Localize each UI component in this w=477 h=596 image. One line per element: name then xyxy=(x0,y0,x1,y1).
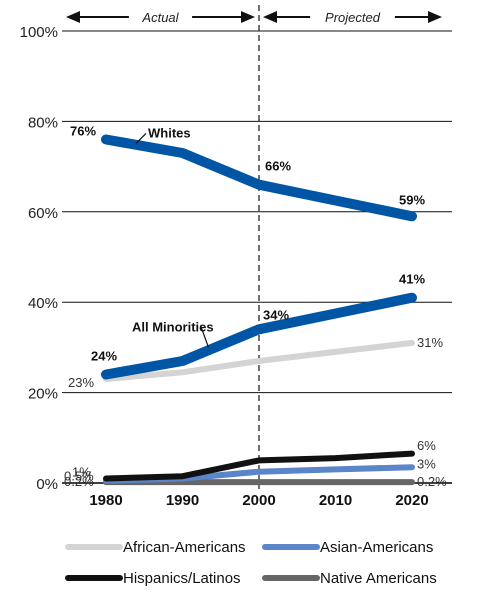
y-axis-ticks: 0% 20% 40% 60% 80% 100% xyxy=(20,24,58,493)
legend-label-native: Native Americans xyxy=(320,570,437,587)
data-label-minorities-all-minorities: All Minorities xyxy=(132,319,214,334)
arrowhead-right-icon xyxy=(428,11,442,23)
series-line-african xyxy=(103,339,415,382)
data-label-minorities-34: 34% xyxy=(263,307,289,322)
data-label-minorities-41: 41% xyxy=(399,272,425,287)
data-label-asian-3: 3% xyxy=(417,456,436,471)
data-label-whites-76: 76% xyxy=(70,123,96,138)
legend-label-hispanic: Hispanics/Latinos xyxy=(123,570,241,587)
y-tick-80: 80% xyxy=(28,114,58,131)
y-tick-100: 100% xyxy=(20,24,58,41)
x-tick-2020: 2020 xyxy=(395,492,428,509)
y-tick-40: 40% xyxy=(28,295,58,312)
legend-item-native: Native Americans xyxy=(262,570,437,587)
region-label-projected: Projected xyxy=(325,10,381,25)
data-label-whites-59: 59% xyxy=(399,192,425,207)
series-line-minorities xyxy=(101,292,417,380)
x-tick-2010: 2010 xyxy=(319,492,352,509)
legend-item-asian: Asian-Americans xyxy=(262,539,433,556)
series-lines xyxy=(101,134,417,486)
x-tick-2000: 2000 xyxy=(242,492,275,509)
data-labels: 76% Whites 66% 59% All Minorities 24% 34% 41% 23… xyxy=(64,123,447,489)
y-tick-60: 60% xyxy=(28,205,58,222)
region-label-actual: Actual xyxy=(141,10,179,25)
data-label-african-23: 23% xyxy=(68,375,94,390)
series-line-whites xyxy=(101,134,417,222)
series-line-hispanic xyxy=(103,450,415,482)
legend-item-hispanic: Hispanics/Latinos xyxy=(65,570,241,587)
data-label-hispanic-6: 6% xyxy=(417,438,436,453)
whites-label-pointer xyxy=(135,133,147,144)
data-label-african-31: 31% xyxy=(417,335,443,350)
data-label-hispanic-1: 1% xyxy=(72,464,91,479)
actual-projected-header: Actual Projected xyxy=(66,10,442,25)
x-axis-ticks: 1980 1990 2000 2010 2020 xyxy=(89,492,428,509)
grid-lines xyxy=(62,30,452,484)
x-tick-1990: 1990 xyxy=(166,492,199,509)
region-actual: Actual xyxy=(66,10,255,25)
data-label-whites-66: 66% xyxy=(265,159,291,174)
data-label-whites-whites: Whites xyxy=(148,125,191,140)
legend-label-asian: Asian-Americans xyxy=(320,539,433,556)
arrowhead-left-icon xyxy=(263,11,277,23)
minorities-label-pointer xyxy=(199,325,210,348)
arrowhead-left-icon xyxy=(66,11,80,23)
legend: African-Americans Asian-Americans Hispanic… xyxy=(65,539,437,587)
data-label-native-0-2: 0.2% xyxy=(417,474,447,489)
data-label-minorities-24: 24% xyxy=(91,349,117,364)
data-label-native-0-2: 0.2% xyxy=(64,474,94,489)
x-tick-1980: 1980 xyxy=(89,492,122,509)
legend-label-african: African-Americans xyxy=(123,539,246,556)
region-projected: Projected xyxy=(263,10,442,25)
data-label-asian-0-5: 0.5% xyxy=(64,469,94,484)
y-tick-20: 20% xyxy=(28,386,58,403)
y-tick-0: 0% xyxy=(36,476,58,493)
arrowhead-right-icon xyxy=(241,11,255,23)
legend-item-african: African-Americans xyxy=(65,539,246,556)
